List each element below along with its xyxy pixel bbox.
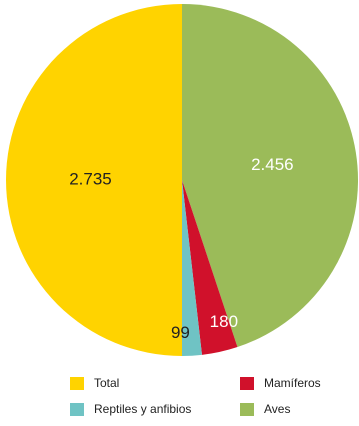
legend-swatch-aves: [240, 403, 254, 416]
pie-slice-mamiferos: [182, 180, 238, 355]
legend-item-reptiles-y-anfibios: Reptiles y anfibios: [70, 402, 191, 416]
legend-label-mamiferos: Mamíferos: [264, 376, 321, 390]
pie-slice-aves: [182, 4, 359, 348]
slice-label-aves: 2.456: [251, 155, 294, 174]
pie-slice-reptiles-y-anfibios: [182, 180, 202, 356]
legend-item-mamiferos: Mamíferos: [240, 376, 321, 390]
legend-swatch-total: [70, 377, 84, 390]
slice-label-total: 2.735: [69, 169, 112, 188]
legend-item-aves: Aves: [240, 402, 290, 416]
legend-item-total: Total: [70, 376, 119, 390]
pie-slices: [6, 4, 359, 356]
slice-label-reptiles-y-anfibios: 99: [171, 323, 190, 342]
legend-swatch-mamiferos: [240, 377, 254, 390]
legend-label-reptiles-y-anfibios: Reptiles y anfibios: [94, 402, 191, 416]
slice-label-mamiferos: 180: [210, 312, 238, 331]
legend-swatch-reptiles-y-anfibios: [70, 403, 84, 416]
slice-labels: 2.456 180 99 2.735: [69, 155, 293, 342]
legend-label-aves: Aves: [264, 402, 290, 416]
legend-label-total: Total: [94, 376, 119, 390]
pie-slice-total: [6, 4, 182, 356]
legend: Total Mamíferos Reptiles y anfibios Aves: [70, 376, 321, 416]
